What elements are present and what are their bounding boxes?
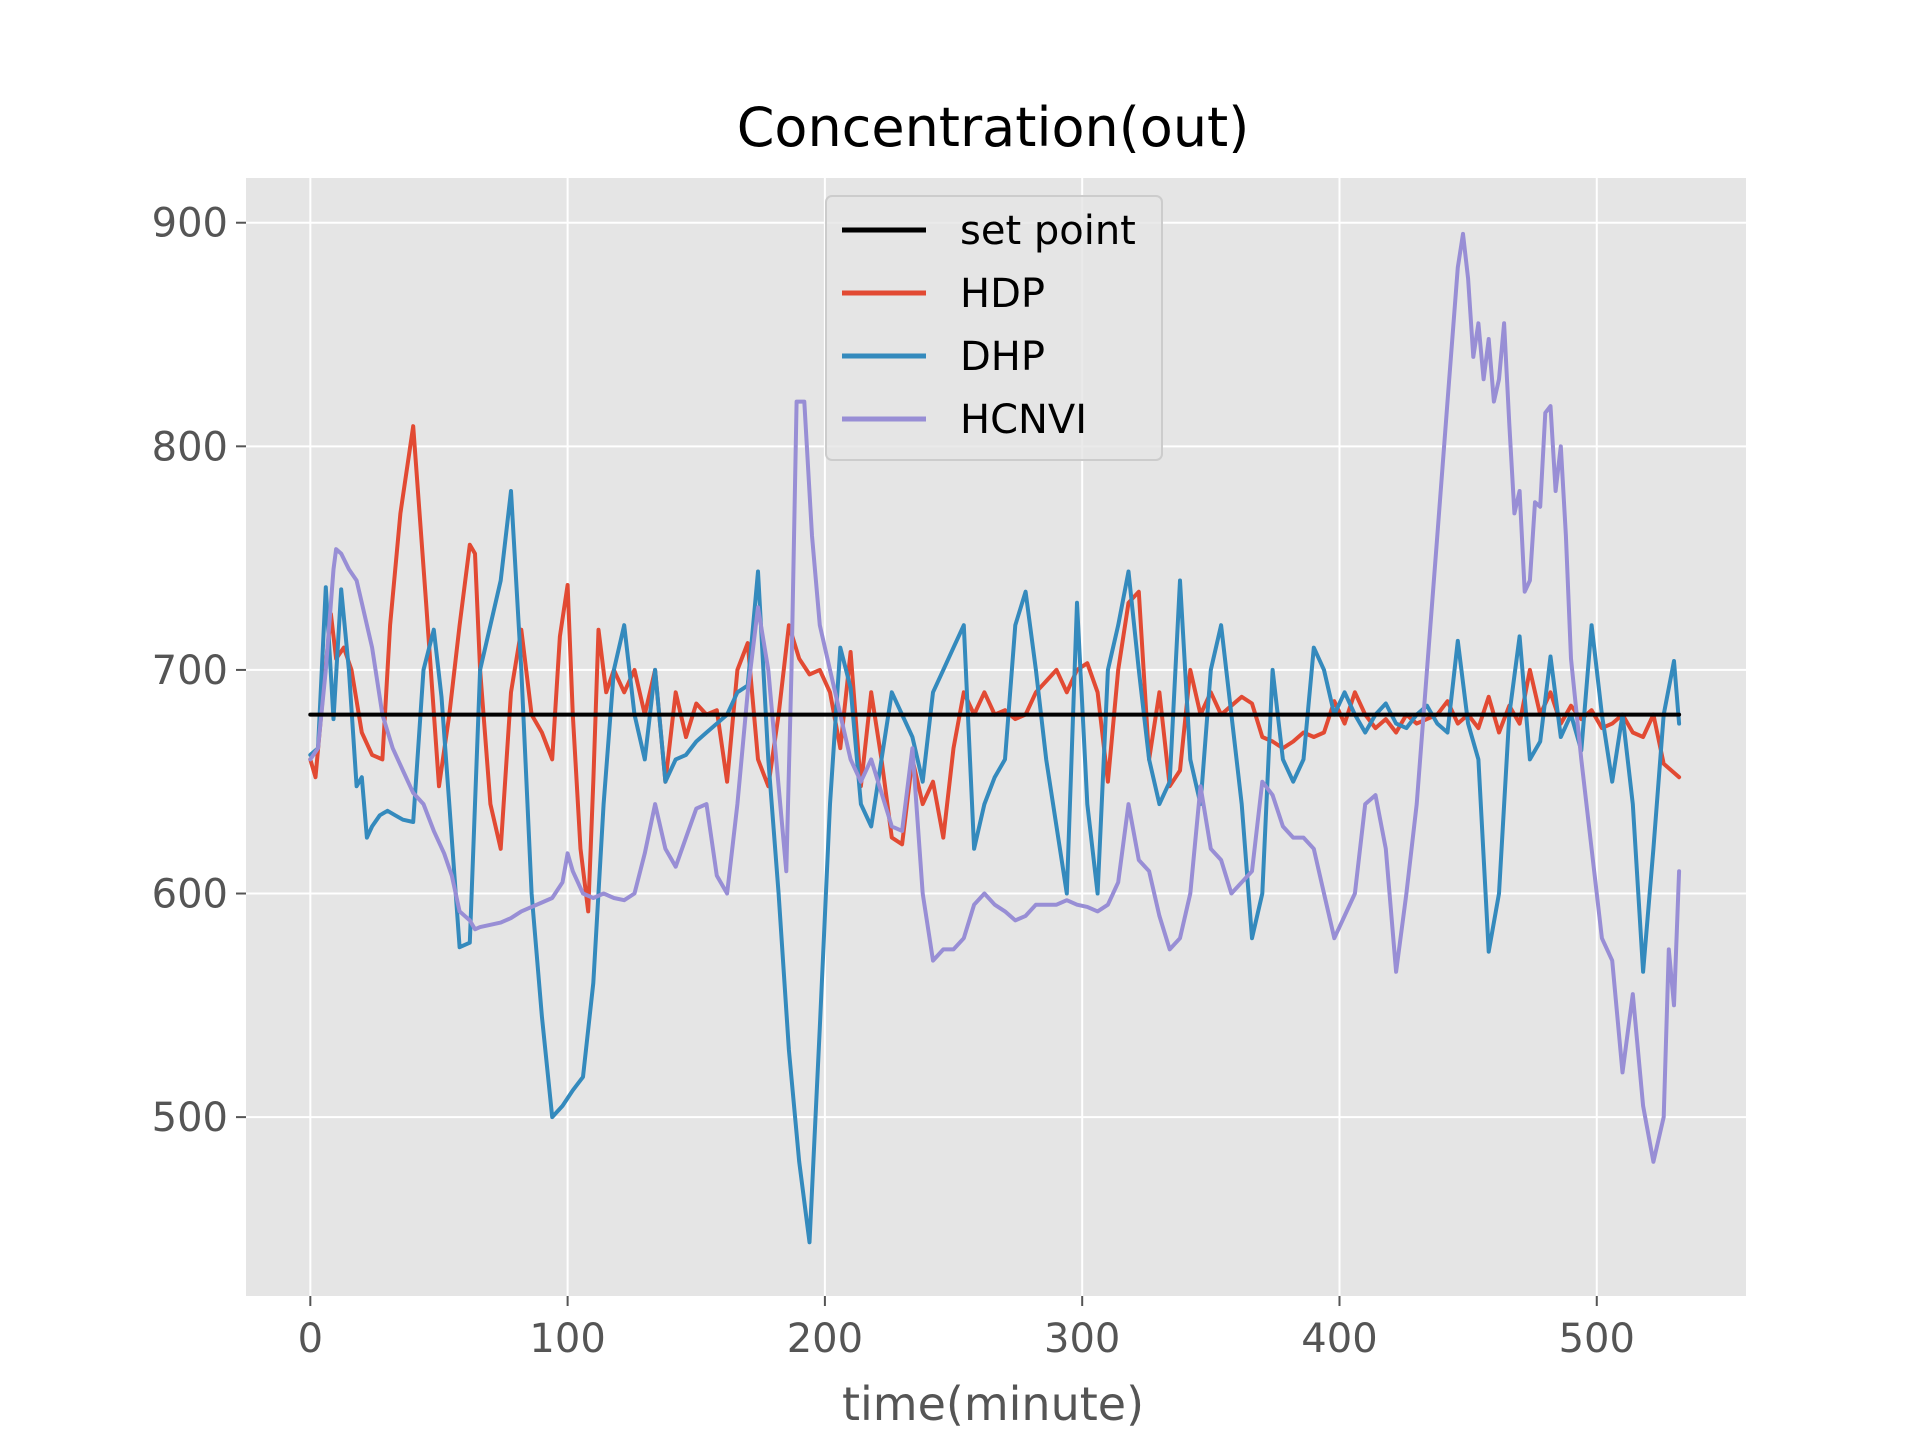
x-tick-label: 500 xyxy=(1559,1316,1635,1362)
y-axis-ticks: 500 600 700 800 900 xyxy=(152,201,246,1141)
y-tick-label: 900 xyxy=(152,201,228,247)
series-line-dhp xyxy=(308,489,1682,1245)
x-tick-label: 400 xyxy=(1301,1316,1377,1362)
legend-label-hdp: HDP xyxy=(960,271,1045,317)
legend-label-dhp: DHP xyxy=(960,334,1045,380)
series-lines xyxy=(308,231,1682,1245)
legend-box xyxy=(825,195,1163,461)
x-axis-label: time(minute) xyxy=(842,1377,1144,1431)
y-tick-label: 800 xyxy=(152,424,228,470)
legend-label-hcnvi: HCNVI xyxy=(960,397,1087,443)
x-tick-label: 0 xyxy=(298,1316,323,1362)
y-tick-label: 600 xyxy=(152,872,228,918)
legend: set point HDP DHP HCNVI xyxy=(825,195,1163,461)
y-tick-label: 500 xyxy=(152,1095,228,1141)
x-tick-label: 200 xyxy=(787,1316,863,1362)
chart-title: Concentration(out) xyxy=(737,96,1250,159)
x-tick-label: 100 xyxy=(529,1316,605,1362)
y-tick-label: 700 xyxy=(152,648,228,694)
legend-label-set-point: set point xyxy=(960,208,1136,254)
x-axis-ticks: 0 100 200 300 400 500 xyxy=(298,1296,1635,1362)
series-line-hcnvi xyxy=(308,231,1682,1164)
x-tick-label: 300 xyxy=(1044,1316,1120,1362)
